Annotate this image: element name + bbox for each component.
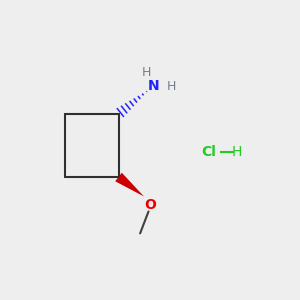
Polygon shape bbox=[115, 173, 144, 196]
Text: H: H bbox=[166, 80, 176, 94]
Text: N: N bbox=[148, 79, 160, 92]
Text: Cl: Cl bbox=[201, 145, 216, 158]
Text: H: H bbox=[232, 145, 242, 158]
Text: O: O bbox=[144, 198, 156, 212]
Text: H: H bbox=[142, 65, 151, 79]
